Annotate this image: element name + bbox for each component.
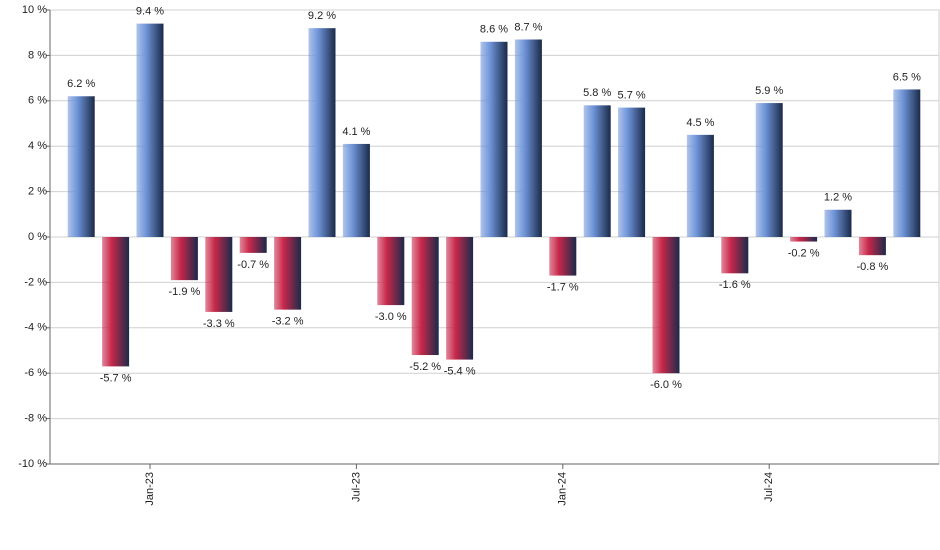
value-label: 5.9 % [755,85,783,97]
value-label: 5.7 % [618,90,646,102]
value-label: 9.4 % [136,6,164,18]
bar [205,237,233,312]
value-label: -0.7 % [237,259,269,271]
bar [721,237,749,274]
bar [274,237,302,310]
value-label: -6.0 % [650,379,682,391]
bar [342,143,370,237]
value-label: 4.1 % [342,126,370,138]
bar [67,96,95,237]
bar [686,134,714,237]
value-label: 6.5 % [893,71,921,83]
y-tick-label: -2 % [24,276,47,288]
value-label: -3.2 % [272,316,304,328]
value-label: -1.6 % [719,279,751,291]
y-tick-label: -6 % [24,367,47,379]
x-tick-label: Jul-24 [763,472,775,502]
value-label: -3.0 % [375,311,407,323]
value-label: 4.5 % [686,117,714,129]
y-tick-label: 0 % [28,231,47,243]
value-label: 8.7 % [514,21,542,33]
value-label: -0.2 % [788,247,820,259]
value-label: -1.9 % [169,286,201,298]
value-label: -0.8 % [857,261,889,273]
bar [446,237,474,360]
y-tick-label: 6 % [28,95,47,107]
value-label: 1.2 % [824,192,852,204]
value-label: -3.3 % [203,318,235,330]
value-label: 5.8 % [583,87,611,99]
bar [136,23,164,238]
value-label: -5.4 % [444,365,476,377]
bar [652,237,680,374]
y-tick-label: 8 % [28,49,47,61]
y-tick-label: 4 % [28,140,47,152]
value-label: 9.2 % [308,10,336,22]
value-label: 6.2 % [67,78,95,90]
value-label: -1.7 % [547,281,579,293]
bar [239,237,267,253]
y-tick-label: -10 % [18,458,47,470]
bar [411,237,439,356]
bar [824,209,852,237]
y-tick-label: -8 % [24,413,47,425]
bar [102,237,130,367]
bar [583,105,611,237]
bar [308,28,336,237]
value-label: -5.2 % [409,361,441,373]
bar [170,237,198,281]
y-tick-label: 10 % [22,4,47,16]
x-tick-label: Jan-24 [557,472,569,506]
bar [480,41,508,237]
bar [549,237,577,276]
bar [858,237,886,256]
value-label: -5.7 % [100,372,132,384]
bar [893,89,921,237]
bar [377,237,405,306]
bar [618,107,646,237]
bar [514,39,542,238]
y-tick-label: 2 % [28,186,47,198]
bar [790,237,818,242]
bar [755,103,783,237]
x-tick-label: Jul-23 [350,472,362,502]
y-tick-label: -4 % [24,322,47,334]
x-tick-label: Jan-23 [144,472,156,506]
value-label: 8.6 % [480,24,508,36]
